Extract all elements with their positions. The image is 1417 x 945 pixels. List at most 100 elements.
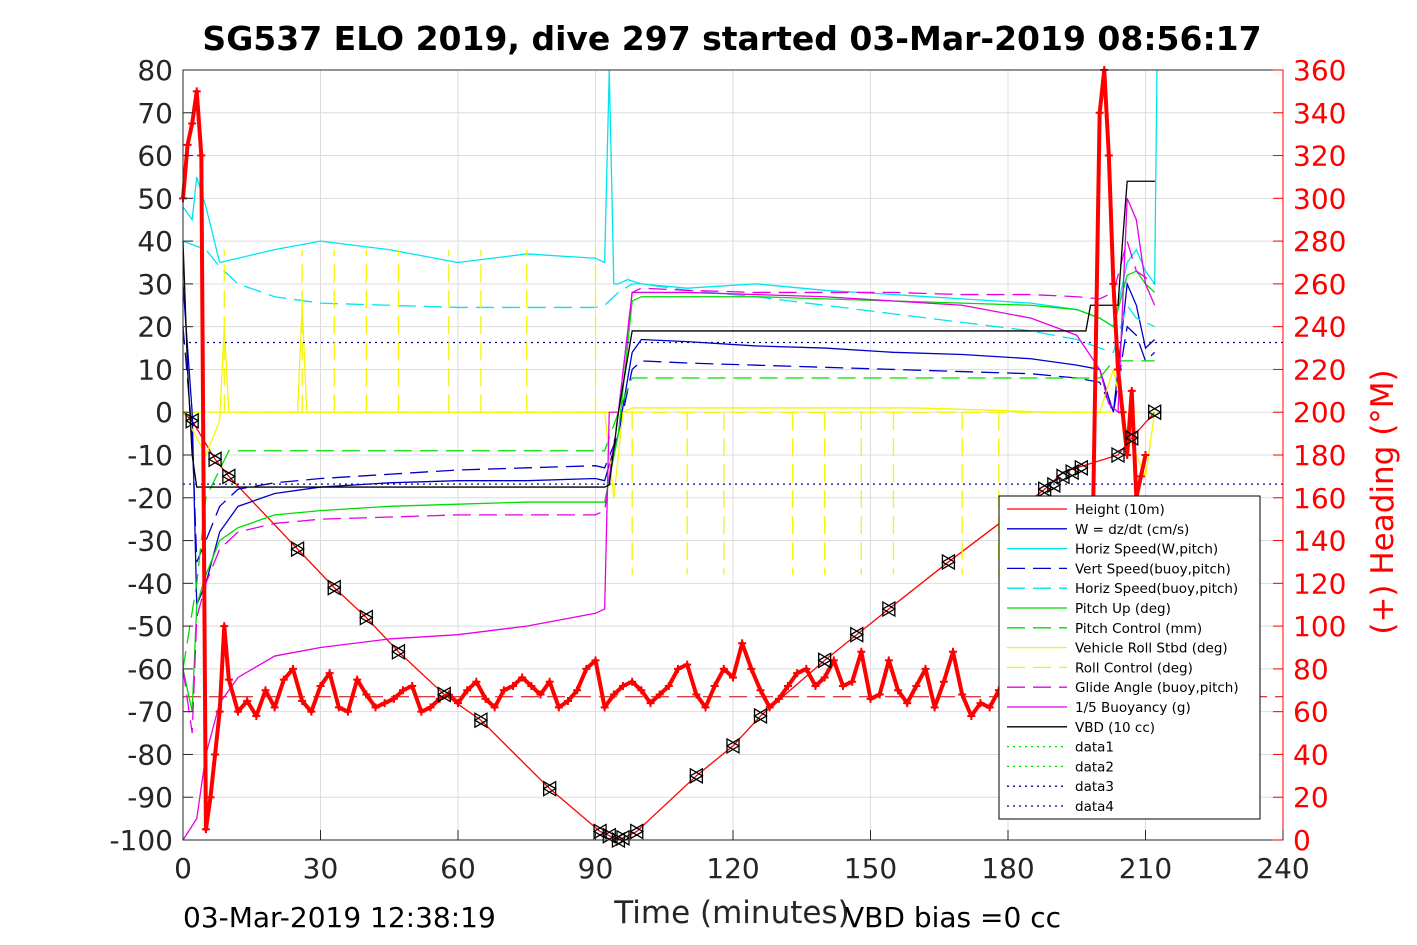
series-line-11 <box>182 198 1156 841</box>
heading-marker <box>784 682 792 690</box>
depth-marker-left <box>326 579 341 596</box>
series-line-1 <box>182 411 1156 841</box>
heading-marker <box>591 656 600 665</box>
heading-marker <box>197 151 206 160</box>
heading-marker <box>857 647 866 656</box>
x-axis-label: Time (minutes) <box>613 895 849 931</box>
depth-marker-left <box>542 780 557 797</box>
heading-marker <box>472 677 481 686</box>
left-tick-label: 20 <box>137 311 173 344</box>
heading-marker <box>307 707 316 716</box>
left-tick-label: -60 <box>127 653 173 686</box>
heading-marker <box>353 675 362 684</box>
right-tick-label: 360 <box>1293 54 1346 87</box>
depth-marker-left <box>601 827 616 844</box>
depth-marker-left <box>290 540 305 558</box>
heading-marker <box>527 682 536 690</box>
heading-marker <box>921 664 930 673</box>
heading-marker <box>738 639 747 648</box>
left-tick-label: 10 <box>137 353 173 386</box>
heading-marker <box>967 711 976 720</box>
right-tick-label: 200 <box>1293 396 1346 429</box>
right-tick-label: 120 <box>1293 567 1346 600</box>
heading-marker <box>1095 108 1104 117</box>
right-tick-label: 0 <box>1293 824 1311 857</box>
heading-marker <box>279 675 288 684</box>
x-tick-label: 60 <box>440 852 476 885</box>
right-tick-label: 160 <box>1293 482 1346 515</box>
heading-marker <box>545 677 554 686</box>
heading-marker <box>252 711 261 720</box>
depth-marker-left <box>689 767 703 784</box>
right-tick-label: 280 <box>1293 225 1346 258</box>
depth-marker-left <box>941 553 956 571</box>
x-tick-label: 210 <box>1119 852 1172 885</box>
heading-marker <box>729 673 737 682</box>
depth-marker-left <box>473 712 488 729</box>
heading-marker <box>903 699 912 708</box>
depth-marker-left <box>1055 468 1070 485</box>
heading-marker <box>839 682 847 690</box>
left-axis: 80 70 60 50 40 30 20 10 0 -10 -20 -30 -40 -50 -60 -70 -8… <box>109 54 193 857</box>
heading-marker <box>884 656 893 665</box>
heading-marker <box>637 686 646 695</box>
depth-marker-left <box>753 707 768 725</box>
heading-marker <box>912 682 921 690</box>
depth-marker-left <box>1147 404 1162 421</box>
heading-marker <box>454 699 462 708</box>
x-tick-label: 120 <box>706 852 759 885</box>
right-tick-label: 300 <box>1293 182 1346 215</box>
heading-marker <box>201 825 210 834</box>
heading-marker <box>1136 472 1145 481</box>
heading-marker <box>958 690 967 699</box>
right-tick-label: 140 <box>1293 525 1346 558</box>
series-line-7 <box>182 360 1155 669</box>
left-tick-label: -40 <box>127 567 173 600</box>
heading-marker <box>183 140 192 149</box>
heading-marker <box>710 682 719 690</box>
heading-marker <box>371 703 380 712</box>
right-axis: 3603403203002802602402202001801601401201… <box>1273 54 1346 857</box>
depth-marker-left <box>592 823 607 840</box>
legend-label-9: Roll Control (deg) <box>1075 660 1193 676</box>
heading-marker <box>820 673 829 682</box>
right-tick-label: 100 <box>1293 610 1346 643</box>
legend: Height (10m) W = dz/dt (cm/s) Horiz Speed(… <box>998 495 1261 820</box>
heading-marker <box>509 682 517 690</box>
footer-timestamp: 03-Mar-2019 12:38:19 <box>183 901 496 934</box>
depth-marker-left <box>221 468 236 485</box>
heading-marker <box>224 675 233 684</box>
legend-label-16: data4 <box>1075 799 1114 815</box>
heading-marker <box>298 696 307 705</box>
legend-label-4: Vert Speed(buoy,pitch) <box>1075 561 1231 577</box>
heading-marker <box>674 664 682 673</box>
heading-marker <box>243 696 252 705</box>
legend-box <box>998 495 1261 820</box>
right-tick-label: 340 <box>1293 97 1346 130</box>
heading-marker <box>234 707 242 716</box>
heading-marker <box>344 707 352 716</box>
heading-marker <box>215 707 224 716</box>
depth-marker-left <box>1110 446 1125 464</box>
depth-marker-left <box>1037 481 1052 498</box>
depth-marker-left <box>849 626 864 643</box>
depth-marker-left <box>725 737 740 755</box>
heading-marker <box>499 686 508 695</box>
right-tick-label: 80 <box>1293 653 1329 686</box>
legend-label-7: Pitch Control (mm) <box>1075 621 1202 637</box>
left-tick-label: 70 <box>137 97 173 130</box>
heading-marker <box>261 686 270 695</box>
legend-label-13: data1 <box>1075 740 1114 756</box>
depth-marker-left <box>359 609 373 626</box>
heading-marker <box>939 677 948 686</box>
depth-marker-left <box>629 823 644 840</box>
heading-marker <box>399 686 407 695</box>
heading-marker <box>490 703 499 712</box>
legend-label-5: Horiz Speed(buoy,pitch) <box>1075 581 1238 597</box>
heading-marker <box>1114 365 1122 374</box>
depth-marker-left <box>1046 476 1061 494</box>
heading-marker <box>1127 386 1136 395</box>
depth-marker-left <box>1124 429 1139 447</box>
heading-marker <box>316 682 325 690</box>
heading-marker <box>719 664 728 673</box>
